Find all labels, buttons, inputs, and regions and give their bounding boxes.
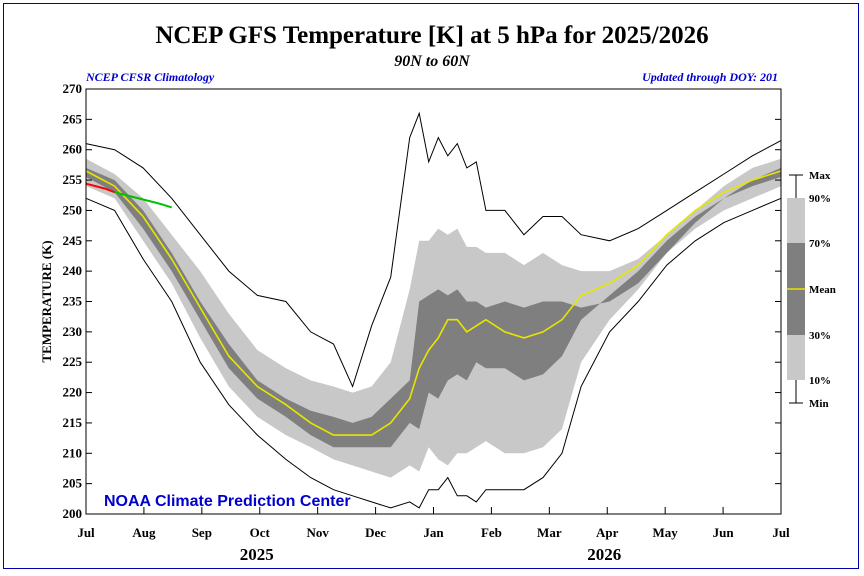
y-tick-label: 265 — [63, 111, 83, 126]
y-tick-label: 240 — [63, 263, 83, 278]
x-tick-label: Oct — [250, 525, 271, 540]
observed-latest-line — [114, 191, 173, 209]
series-mean-line — [85, 170, 782, 436]
x-tick-label: Jul — [77, 525, 95, 540]
y-tick-label: 220 — [63, 385, 83, 400]
y-tick-label: 200 — [63, 506, 83, 521]
x-tick-label: Mar — [537, 525, 562, 540]
update-status-label: Updated through DOY: 201 — [642, 70, 778, 84]
x-tick-label: Aug — [132, 525, 156, 540]
x-tick-label: Jan — [423, 525, 444, 540]
y-tick-label: 260 — [63, 142, 83, 157]
observed-recent-line — [85, 182, 115, 194]
y-axis-label: TEMPERATURE (K) — [39, 240, 54, 362]
x-tick-label: Dec — [365, 525, 386, 540]
x-tick-label: Nov — [306, 525, 329, 540]
y-tick-label: 230 — [63, 324, 83, 339]
y-tick-label: 210 — [63, 445, 83, 460]
x-tick-label: Feb — [481, 525, 502, 540]
x-tick-label: May — [653, 525, 679, 540]
y-tick-label: 235 — [63, 294, 83, 309]
y-tick-label: 270 — [63, 81, 83, 96]
legend-label: 70% — [809, 238, 831, 250]
climatology-source-label: NCEP CFSR Climatology — [86, 70, 215, 84]
legend-label: Mean — [809, 284, 836, 296]
y-tick-label: 205 — [63, 476, 83, 491]
legend-label: Min — [809, 398, 829, 410]
noaa-watermark: NOAA Climate Prediction Center — [104, 493, 351, 510]
x-tick-label: Apr — [596, 525, 619, 540]
legend-label: Max — [809, 170, 831, 182]
year-label: 2025 — [240, 545, 274, 564]
series-min-line — [85, 197, 782, 509]
chart-title: NCEP GFS Temperature [K] at 5 hPa for 20… — [155, 22, 709, 49]
year-label: 2026 — [587, 545, 621, 564]
chart-frame — [3, 3, 859, 569]
legend-label: 10% — [809, 375, 831, 387]
band-30-70 — [86, 167, 781, 448]
chart-subtitle: 90N to 60N — [394, 53, 470, 70]
y-tick-label: 225 — [63, 354, 83, 369]
x-tick-label: Jun — [713, 525, 735, 540]
series-max-line — [85, 111, 782, 388]
y-tick-label: 215 — [63, 415, 83, 430]
y-tick-label: 250 — [63, 202, 83, 217]
x-tick-label: Sep — [192, 525, 212, 540]
legend-label: 90% — [809, 193, 831, 205]
y-tick-label: 255 — [63, 172, 83, 187]
y-tick-label: 245 — [63, 233, 83, 248]
legend-label: 30% — [809, 330, 831, 342]
x-tick-label: Jul — [772, 525, 790, 540]
